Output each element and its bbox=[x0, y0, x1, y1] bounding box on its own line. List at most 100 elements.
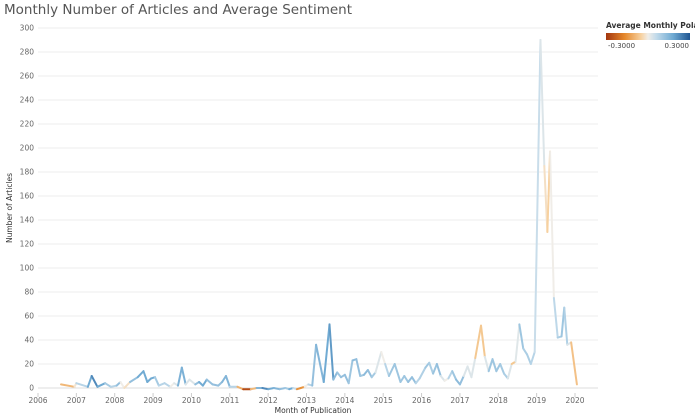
series-line-segment[interactable] bbox=[483, 355, 490, 373]
series-line-segment[interactable] bbox=[387, 363, 396, 377]
series-line-segment[interactable] bbox=[506, 363, 513, 380]
y-tick-label: 180 bbox=[20, 168, 35, 177]
x-tick-label: 2007 bbox=[67, 396, 86, 405]
series-line-segment[interactable] bbox=[435, 363, 442, 377]
y-tick-label: 100 bbox=[20, 264, 35, 273]
x-axis-title: Month of Publication bbox=[275, 406, 352, 415]
y-axis-ticks: 0 20 40 60 80 100 120 140 160 180 200 220 240 260 280 3… bbox=[20, 24, 35, 393]
series-line-segment[interactable] bbox=[570, 341, 578, 386]
series-line-segment[interactable] bbox=[380, 351, 387, 365]
x-tick-label: 2020 bbox=[565, 396, 584, 405]
series-line-segment[interactable] bbox=[86, 375, 93, 388]
series-line-segment[interactable] bbox=[399, 375, 406, 383]
series-line-segment[interactable] bbox=[136, 370, 145, 379]
series-line-segment[interactable] bbox=[451, 370, 458, 381]
series-line-segment[interactable] bbox=[529, 351, 536, 365]
y-tick-label: 300 bbox=[20, 24, 35, 33]
series-line-segment[interactable] bbox=[60, 383, 76, 388]
gridlines bbox=[38, 27, 598, 389]
series-line-segment[interactable] bbox=[403, 375, 410, 383]
series-line-segment[interactable] bbox=[184, 378, 191, 386]
series-line-segment[interactable] bbox=[414, 377, 421, 385]
color-legend[interactable]: Average Monthly Polari.. -0.3000 0.3000 bbox=[596, 21, 695, 50]
series-line-segment[interactable] bbox=[123, 381, 132, 389]
y-tick-label: 60 bbox=[24, 312, 34, 321]
x-tick-label: 2011 bbox=[220, 396, 239, 405]
series-line-segment[interactable] bbox=[495, 363, 502, 373]
series-line-segment[interactable] bbox=[539, 39, 546, 167]
x-tick-label: 2017 bbox=[450, 396, 469, 405]
legend-color-ramp bbox=[606, 33, 690, 40]
x-tick-label: 2006 bbox=[28, 396, 47, 405]
series-line-segment[interactable] bbox=[518, 323, 525, 350]
x-tick-label: 2008 bbox=[105, 396, 124, 405]
series-line-segment[interactable] bbox=[522, 347, 529, 356]
series-line-segment[interactable] bbox=[142, 370, 149, 383]
series-line-segment[interactable] bbox=[177, 366, 183, 387]
series-line-segment[interactable] bbox=[119, 381, 126, 389]
x-tick-label: 2010 bbox=[182, 396, 201, 405]
y-tick-label: 240 bbox=[20, 96, 35, 105]
series-line-segment[interactable] bbox=[163, 382, 172, 388]
series-line-segment[interactable] bbox=[563, 306, 569, 346]
series-line-segment[interactable] bbox=[322, 323, 331, 383]
y-tick-label: 280 bbox=[20, 48, 35, 57]
series-line-segment[interactable] bbox=[236, 385, 245, 391]
series-line-segment[interactable] bbox=[370, 371, 377, 379]
series-line-segment[interactable] bbox=[336, 371, 343, 379]
series-line-segment[interactable] bbox=[487, 358, 494, 373]
series-line-segment[interactable] bbox=[491, 358, 498, 373]
series-line-segment[interactable] bbox=[153, 376, 160, 387]
series-line-segment[interactable] bbox=[347, 359, 354, 385]
series-line-segment[interactable] bbox=[315, 343, 325, 383]
series-line-segment[interactable] bbox=[90, 375, 99, 388]
series-line-segment[interactable] bbox=[366, 369, 373, 379]
series-line-segment[interactable] bbox=[462, 365, 469, 377]
series-line-segment[interactable] bbox=[447, 370, 454, 380]
series-line-segment[interactable] bbox=[201, 378, 208, 387]
series-line-segment[interactable] bbox=[549, 150, 555, 299]
y-tick-label: 220 bbox=[20, 120, 35, 129]
chart-title: Monthly Number of Articles and Average S… bbox=[4, 2, 353, 18]
series-line-segment[interactable] bbox=[332, 371, 339, 381]
series-line-segment[interactable] bbox=[428, 361, 435, 375]
legend-title: Average Monthly Polari.. bbox=[606, 21, 695, 30]
series-line-segment[interactable] bbox=[384, 363, 390, 377]
series-line-segment[interactable] bbox=[188, 378, 197, 386]
series-line-segment[interactable] bbox=[205, 378, 214, 386]
series-line bbox=[60, 39, 578, 391]
series-line-segment[interactable] bbox=[474, 324, 483, 359]
series-line-segment[interactable] bbox=[458, 375, 465, 386]
series-line-segment[interactable] bbox=[499, 363, 506, 375]
series-line-segment[interactable] bbox=[514, 323, 521, 363]
series-line-segment[interactable] bbox=[470, 357, 477, 379]
x-tick-label: 2009 bbox=[144, 396, 163, 405]
series-line-segment[interactable] bbox=[393, 363, 402, 383]
series-line-segment[interactable] bbox=[157, 382, 166, 387]
series-line-segment[interactable] bbox=[311, 343, 318, 387]
series-line-segment[interactable] bbox=[439, 375, 446, 382]
series-line-segment[interactable] bbox=[432, 363, 438, 375]
series-line-segment[interactable] bbox=[374, 351, 383, 374]
series-line-segment[interactable] bbox=[75, 382, 89, 388]
series-line-segment[interactable] bbox=[480, 324, 486, 358]
x-tick-label: 2012 bbox=[259, 396, 278, 405]
series-line-segment[interactable] bbox=[224, 375, 231, 388]
series-line-segment[interactable] bbox=[180, 366, 187, 386]
y-tick-label: 140 bbox=[20, 216, 35, 225]
series-line-segment[interactable] bbox=[552, 297, 559, 339]
series-line-segment[interactable] bbox=[526, 353, 532, 365]
series-line-segment[interactable] bbox=[533, 39, 542, 353]
y-tick-label: 120 bbox=[20, 240, 35, 249]
series-line-segment[interactable] bbox=[129, 376, 139, 383]
x-tick-label: 2019 bbox=[527, 396, 546, 405]
series-line-segment[interactable] bbox=[418, 366, 427, 380]
series-line-segment[interactable] bbox=[355, 358, 362, 377]
series-line-segment[interactable] bbox=[328, 323, 335, 381]
y-tick-label: 40 bbox=[24, 336, 34, 345]
series-line-segment[interactable] bbox=[104, 382, 112, 388]
series-line-segment[interactable] bbox=[410, 376, 417, 385]
x-tick-label: 2013 bbox=[297, 396, 316, 405]
series-line-segment[interactable] bbox=[96, 382, 107, 388]
